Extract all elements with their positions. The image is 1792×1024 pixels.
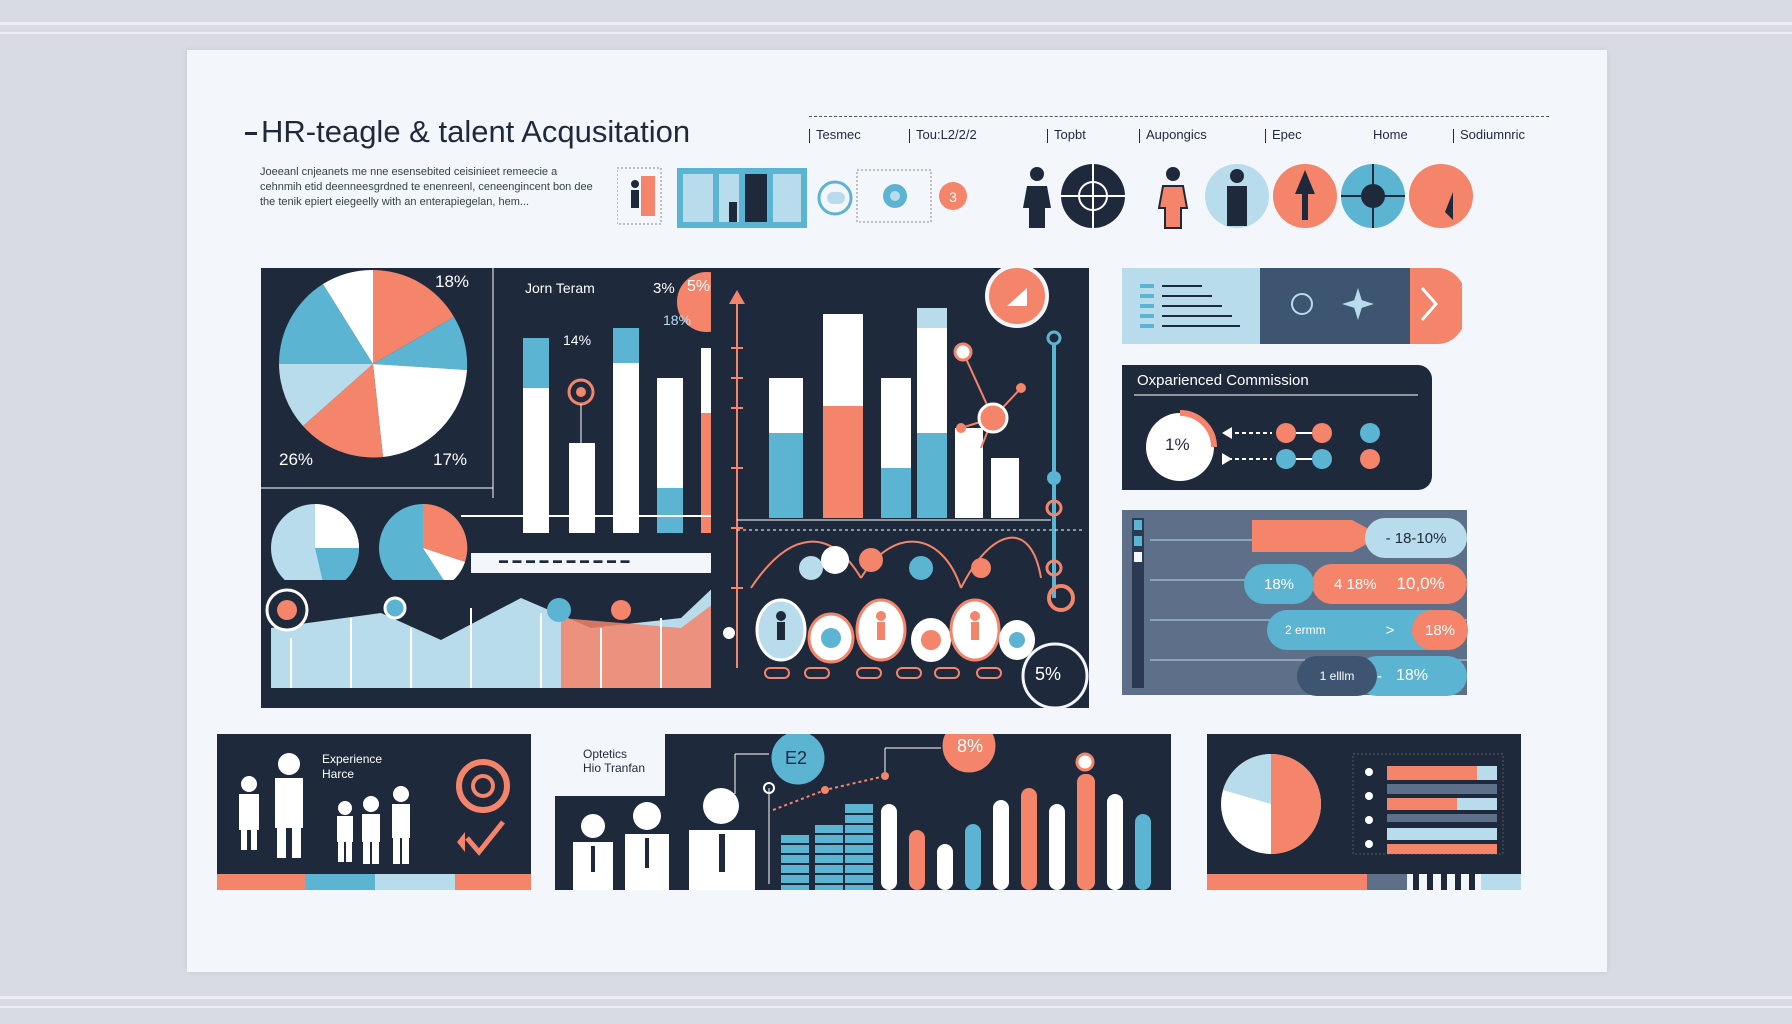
toggle-icon [817,180,853,216]
person-node-coral-icon [855,598,907,662]
svg-text:3: 3 [949,189,957,205]
optetics-title: Optetics Hio Tranfan [583,747,646,775]
mini-bar-icon [641,176,655,216]
compass-circle-icon [1061,164,1125,228]
commission-graphics [1134,394,1418,481]
network-hub-icon [977,402,1009,434]
pie-label-18: 18% [435,272,470,291]
nav-item-epec[interactable]: Epec [1265,127,1302,143]
person-node-blue-icon [755,598,807,662]
globe-icon-2 [1360,449,1380,469]
sparkle-card [1260,268,1410,344]
slider-handle [1047,471,1061,485]
small-pie-chart-b [379,503,468,592]
range-pill-2-left[interactable]: 18% [1244,564,1314,604]
team-stat-b: 18% [663,312,692,328]
middle-bar-chart [737,308,1051,521]
nav-item-tesmec[interactable]: Tesmec [809,127,861,143]
cursor-circle-icon [1409,164,1473,228]
optetics-graphics [555,734,1151,890]
intro-text: Joeeanl cnjeanets me nne esensebited cei… [260,166,593,208]
experience-title: Experience Harce [322,752,383,781]
people-group-icon [239,753,410,864]
pie-label-17: 17% [433,450,468,469]
node-icon [1276,423,1296,443]
commission-ring [1146,413,1214,481]
person-head-icon [631,180,639,188]
mini-people-card [617,167,662,225]
target-ring-icon [456,759,510,813]
range-pill-4-left[interactable]: 1 elllm [1297,656,1377,696]
sun-icon [1291,293,1313,315]
top-nav: Tesmec Tou:L2/2/2 Topbt Aupongics Epec H… [809,116,1549,147]
percent-badge-b [939,734,999,776]
bottom-percent-badge-label: 5% [1035,664,1062,684]
filter-strip [1122,268,1462,344]
coral-badge-icon [939,182,967,210]
bottom-percent-badge [1021,642,1089,708]
pie-label-26: 26% [279,450,314,469]
team-title: Jorn Teram [525,280,595,296]
axis-ticks [731,347,743,589]
panel-pie-chart [1221,754,1321,854]
crosshair-circle-icon [1341,164,1405,228]
nav-item-home[interactable]: Home [1373,127,1408,142]
person-coral-icon [1157,167,1189,229]
checkmark-icon [465,820,505,856]
nav-item-tou[interactable]: Tou:L2/2/2 [909,127,977,143]
nav-item-sodiumnric[interactable]: Sodiumnric [1453,127,1525,143]
half-circle-icon [1438,268,1462,344]
range-pill-3-right[interactable]: 18% [1412,610,1468,650]
commission-ring-label: 1% [1165,435,1190,454]
range-pill-2[interactable]: 4 18% 10,0% [1312,564,1467,604]
experience-graphics [217,753,531,890]
page-title: HR-teagle & talent Acqusitation [245,114,690,150]
percent-badge-label: 5% [687,278,711,295]
nav-item-topbt[interactable]: Topbt [1047,127,1086,143]
person-icon [1023,167,1051,228]
e2-badge-label: E2 [785,748,808,768]
infographic-page: HR-teagle & talent Acqusitation Tesmec T… [187,50,1607,972]
sparkle-icon [1342,288,1374,320]
target-card [856,169,932,223]
person-body-icon [631,190,639,208]
small-pie-chart-a [271,504,360,592]
person-node-coral-icon-2 [949,598,1001,662]
nav-item-aupongics[interactable]: Aupongics [1139,127,1207,143]
percent-badge-b-label: 8% [957,736,984,756]
globe-icon [1360,423,1380,443]
strip-caption: ▬ ▬ ▬ ▬ ▬ ▬ ▬ ▬ ▬ ▬ [499,555,631,565]
commission-title: Oxparienced Commission [1137,372,1309,389]
pie-list-graphics [1207,753,1521,890]
person-circle-icon [1205,164,1269,228]
arrow-circle-icon [1273,164,1337,228]
e2-badge [768,734,828,788]
panel-bars-and-network-graphics [723,268,1089,708]
corner-badge [985,268,1049,328]
team-stat-c: 14% [563,332,592,348]
panel-list-bars [1387,766,1497,854]
people-network [750,536,1042,589]
header-icon-row: 3 [617,164,1473,229]
optetics-bar-chart [781,774,1151,890]
team-stat-a: 3% [653,280,675,297]
range-pill-1[interactable]: - 18-10% [1365,518,1467,558]
person-node-white-icon [807,612,855,664]
main-pie-chart [278,269,468,458]
business-people-icon [573,788,755,890]
